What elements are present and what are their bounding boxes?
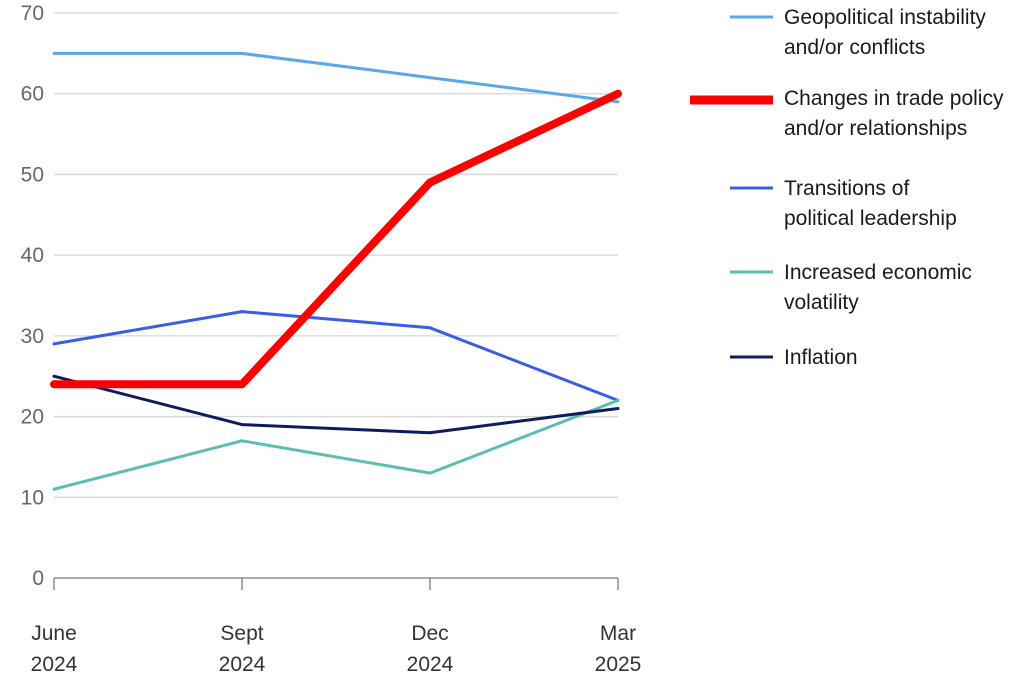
x-tick-label-line: 2024 xyxy=(407,653,454,674)
y-tick-label-40: 40 xyxy=(21,244,44,267)
x-tick-label-line: Dec xyxy=(411,622,448,645)
data-point-geopolitical-instability-and-or-conflicts-1 xyxy=(240,51,244,55)
data-point-increased-economic-volatility-0 xyxy=(52,487,56,491)
x-tick-label-sept-2024: Sept 2024 xyxy=(219,622,266,674)
legend-label: Inflation xyxy=(784,346,858,369)
legend-item-changes-in-trade-policy-and-or-relationships: Changes in trade policy and/or relationsh… xyxy=(690,87,1004,140)
legend-label: Transitions of political leadership xyxy=(784,177,957,230)
x-tick-label-mar-2025: Mar 2025 xyxy=(595,622,642,674)
y-tick-label-70: 70 xyxy=(21,2,44,25)
data-point-increased-economic-volatility-2 xyxy=(428,471,432,475)
data-point-changes-in-trade-policy-and-or-relationships-0 xyxy=(50,380,58,389)
data-point-transitions-of-political-leadership-1 xyxy=(240,310,244,314)
y-tick-label-50: 50 xyxy=(21,163,44,186)
grid-layer: 0 10 20 30 40 50 60 70 xyxy=(21,2,618,590)
legend-label: Changes in trade policy and/or relationsh… xyxy=(784,87,1004,140)
y-tick-label-30: 30 xyxy=(21,325,44,348)
legend-label-line: and/or conflicts xyxy=(784,36,925,59)
series-line-increased-economic-volatility xyxy=(53,399,619,491)
x-tick-label-dec-2024: Dec 2024 xyxy=(407,622,454,674)
y-tick-label-10: 10 xyxy=(21,486,44,509)
y-tick-label-0: 0 xyxy=(32,567,44,590)
data-point-inflation-2 xyxy=(428,431,432,435)
x-tick-label-line: Mar xyxy=(600,622,636,645)
x-tick-label-line: 2024 xyxy=(31,653,78,674)
y-tick-label-60: 60 xyxy=(21,83,44,106)
x-tick-label-line: 2024 xyxy=(219,653,266,674)
legend-label-line: Increased economic xyxy=(784,261,972,284)
legend-label: Geopolitical instability and/or conflicts xyxy=(784,6,986,59)
legend-label-line: Geopolitical instability xyxy=(784,6,986,29)
data-point-increased-economic-volatility-1 xyxy=(240,439,244,443)
data-point-changes-in-trade-policy-and-or-relationships-3 xyxy=(614,89,622,98)
data-point-transitions-of-political-leadership-0 xyxy=(52,342,56,346)
data-point-inflation-3 xyxy=(616,407,620,410)
data-point-transitions-of-political-leadership-2 xyxy=(428,326,432,330)
legend: Geopolitical instability and/or conflicts… xyxy=(690,6,1004,369)
x-tick-label-line: June xyxy=(31,622,77,645)
legend-label: Increased economic volatility xyxy=(784,261,972,314)
legend-label-line: Transitions of xyxy=(784,177,909,200)
data-point-inflation-1 xyxy=(240,423,244,427)
legend-item-geopolitical-instability-and-or-conflicts: Geopolitical instability and/or conflicts xyxy=(730,6,986,59)
data-point-geopolitical-instability-and-or-conflicts-0 xyxy=(52,51,56,55)
data-point-increased-economic-volatility-3 xyxy=(616,398,620,402)
legend-label-line: Inflation xyxy=(784,346,858,369)
series-line-inflation xyxy=(53,374,619,435)
data-point-changes-in-trade-policy-and-or-relationships-2 xyxy=(426,178,434,187)
legend-label-line: and/or relationships xyxy=(784,117,967,140)
y-tick-label-20: 20 xyxy=(21,406,44,429)
x-tick-label-line: Sept xyxy=(220,622,263,645)
series-line-geopolitical-instability-and-or-conflicts xyxy=(54,51,619,104)
legend-item-transitions-of-political-leadership: Transitions of political leadership xyxy=(730,177,957,230)
x-axis: June 2024 Sept 2024 Dec 2024 Mar 2025 xyxy=(31,577,642,674)
legend-item-increased-economic-volatility: Increased economic volatility xyxy=(730,261,972,314)
data-point-geopolitical-instability-and-or-conflicts-3 xyxy=(616,100,620,104)
legend-label-line: political leadership xyxy=(784,207,957,230)
legend-item-inflation: Inflation xyxy=(730,346,858,369)
x-tick-label-june-2024: June 2024 xyxy=(31,622,78,674)
data-point-geopolitical-instability-and-or-conflicts-2 xyxy=(428,76,432,80)
series-line-changes-in-trade-policy-and-or-relationships xyxy=(54,90,620,389)
data-point-changes-in-trade-policy-and-or-relationships-1 xyxy=(238,380,246,389)
legend-label-line: volatility xyxy=(784,291,859,314)
x-tick-label-line: 2025 xyxy=(595,653,642,674)
legend-label-line: Changes in trade policy xyxy=(784,87,1004,110)
series-line-transitions-of-political-leadership xyxy=(53,310,619,402)
series-layer xyxy=(50,51,622,491)
data-point-inflation-0 xyxy=(52,374,56,378)
